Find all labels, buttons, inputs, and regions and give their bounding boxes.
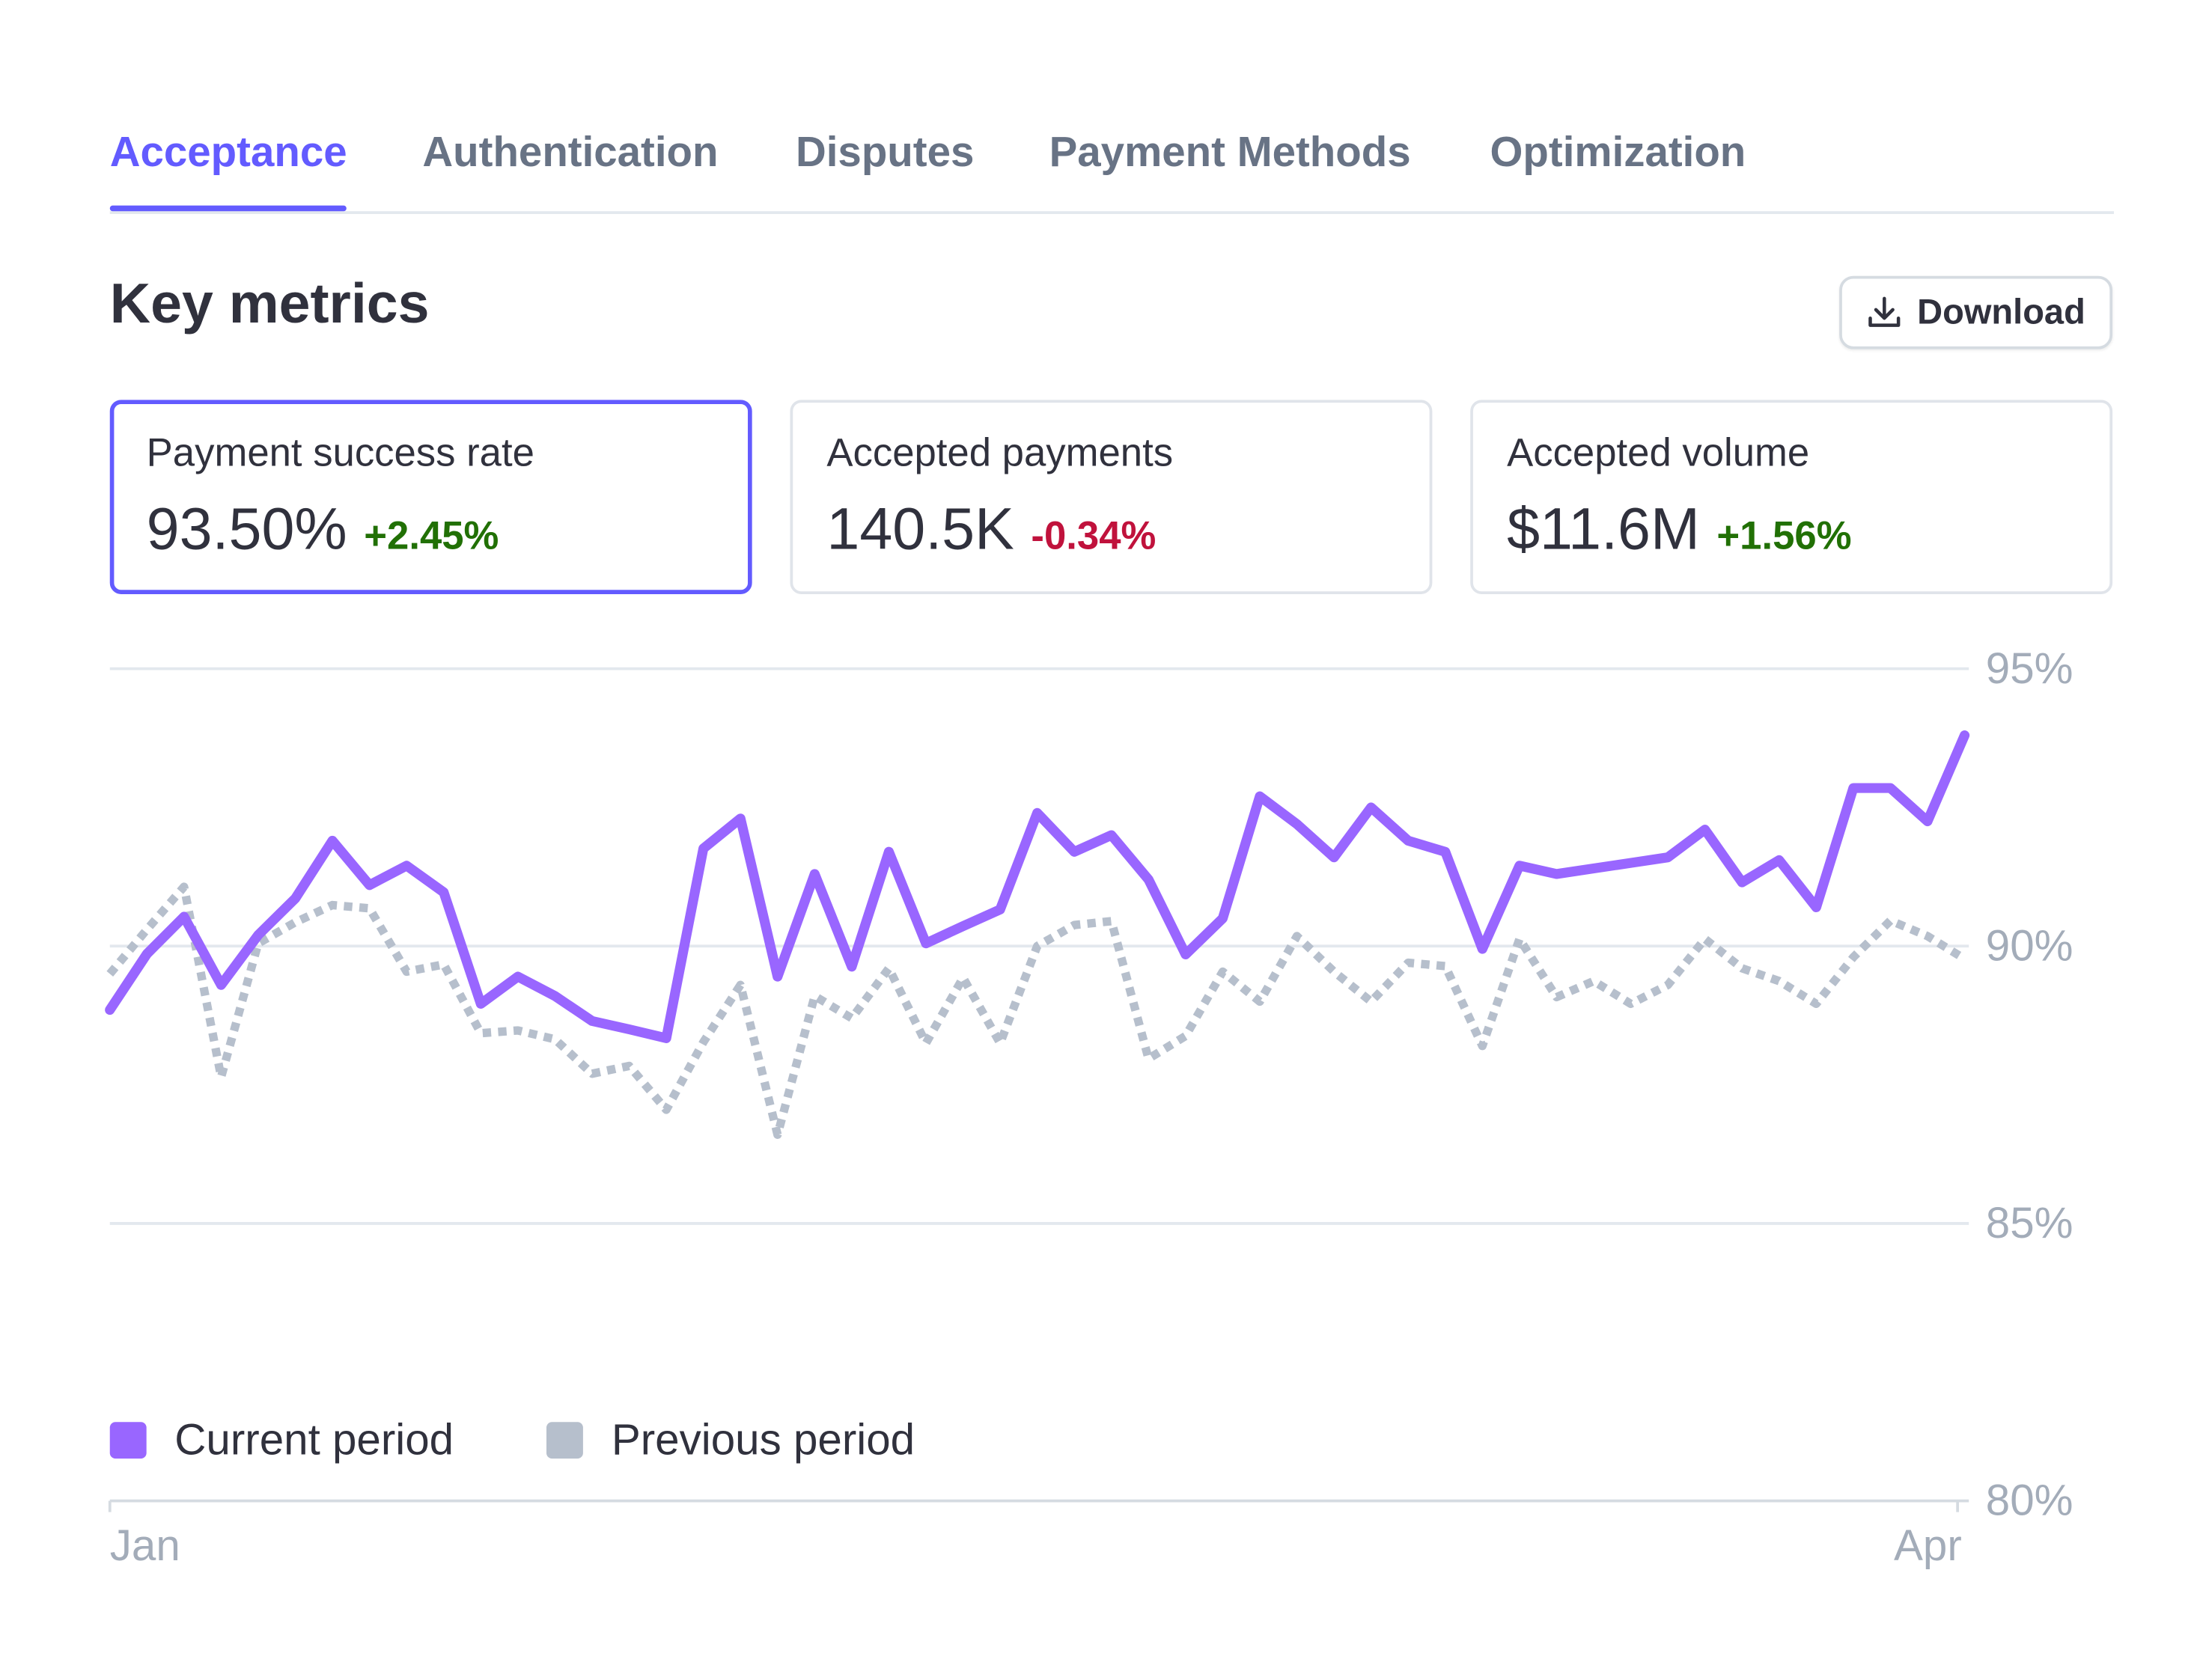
metric-value: 93.50%	[146, 495, 347, 562]
tab[interactable]: Payment Methods	[1049, 129, 1411, 177]
x-tick-label: Apr	[1894, 1521, 1962, 1570]
tab-bar: Acceptance Authentication Disputes Payment …	[109, 124, 2114, 214]
metric-value-row: 140.5K -0.34%	[826, 495, 1395, 563]
tab[interactable]: Acceptance	[109, 129, 348, 212]
metric-value-row: 93.50% +2.45%	[147, 495, 716, 563]
metric-value: $11.6M	[1507, 495, 1700, 562]
metric-change: -0.34%	[1031, 513, 1157, 558]
metric-card[interactable]: Accepted payments 140.5K -0.34%	[790, 400, 1433, 594]
download-icon	[1868, 296, 1901, 327]
legend-label: Current period	[174, 1414, 454, 1464]
x-tick-label: Jan	[110, 1521, 180, 1570]
metric-change: +1.56%	[1716, 513, 1852, 558]
metric-label: Accepted payments	[826, 430, 1174, 475]
metric-label: Accepted volume	[1507, 430, 1810, 475]
metric-value-row: $11.6M +1.56%	[1507, 495, 2076, 563]
legend: Current period Previous period	[109, 1414, 915, 1466]
heading: Key metrics	[109, 272, 430, 335]
tab[interactable]: Optimization	[1490, 129, 1746, 177]
y-tick-label: 85%	[1986, 1199, 2073, 1247]
series-line	[105, 730, 1970, 1043]
legend-label: Previous period	[611, 1414, 915, 1464]
legend-item[interactable]: Previous period	[546, 1415, 915, 1466]
legend-item[interactable]: Current period	[109, 1414, 454, 1466]
metric-card[interactable]: Payment success rate 93.50% +2.45%	[109, 400, 752, 594]
metric-change: +2.45%	[364, 513, 499, 558]
tab[interactable]: Authentication	[422, 129, 719, 177]
metric-card[interactable]: Accepted volume $11.6M +1.56%	[1470, 400, 2113, 594]
legend-swatch	[546, 1422, 584, 1459]
y-tick-label: 80%	[1986, 1476, 2073, 1525]
download-button[interactable]: Download	[1839, 275, 2113, 349]
legend-swatch	[109, 1422, 147, 1459]
y-tick-label: 90%	[1986, 921, 2073, 970]
y-tick-label: 95%	[1986, 644, 2073, 693]
tab[interactable]: Disputes	[795, 129, 975, 177]
metric-label: Payment success rate	[146, 430, 534, 475]
series-line	[106, 882, 1967, 1139]
download-label: Download	[1917, 292, 2085, 332]
metric-value: 140.5K	[826, 495, 1014, 562]
